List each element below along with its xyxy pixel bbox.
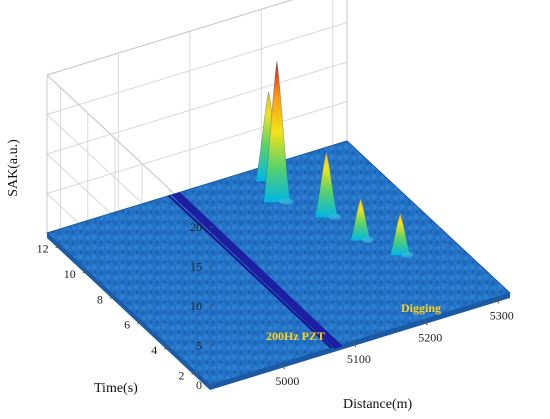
event-peak-4-base xyxy=(362,236,374,243)
event-peaks xyxy=(255,61,414,258)
event-peak-3 xyxy=(314,151,339,218)
x-tick-label: 5000 xyxy=(275,374,299,388)
x-axis-title: Distance(m) xyxy=(343,397,413,412)
y-tick-label: 10 xyxy=(64,267,76,281)
surface-plane xyxy=(46,140,511,386)
y-tick-label: 6 xyxy=(124,318,130,332)
z-tick-label: 0 xyxy=(196,378,202,392)
digging-annotation: Digging xyxy=(401,301,441,315)
z-axis-title: SAK(a.u.) xyxy=(6,139,21,197)
event-peak-3-base xyxy=(328,213,341,220)
surface-left-edge xyxy=(47,233,210,390)
trench-annotation: 200Hz PZT xyxy=(266,329,325,343)
x-tick-label: 5100 xyxy=(347,352,371,366)
y-tick-label: 12 xyxy=(37,242,49,256)
event-peak-5 xyxy=(389,212,411,256)
z-tick-label: 15 xyxy=(190,260,202,274)
surface-front-edge xyxy=(210,293,510,390)
event-peak-2-base xyxy=(278,198,294,205)
trench-channel xyxy=(171,192,343,349)
axis-ticks: 0 5 10 15 20 2 4 6 8 10 12 5000 5100 5200 5300 xyxy=(37,220,514,392)
z-tick-label: 20 xyxy=(190,220,202,234)
y-axis-title: Time(s) xyxy=(94,381,138,396)
event-peak-4 xyxy=(349,197,372,242)
y-tick-label: 4 xyxy=(151,343,157,357)
z-tick-label: 5 xyxy=(196,339,202,353)
event-peak-5-base xyxy=(401,251,414,258)
trench-wall xyxy=(168,194,332,349)
surface-base xyxy=(46,140,511,390)
event-peak-2 xyxy=(263,61,291,203)
x-tick-label: 5200 xyxy=(418,330,442,344)
y-tick-label: 8 xyxy=(97,292,103,306)
z-tick-label: 10 xyxy=(190,299,202,313)
y-tick-label: 2 xyxy=(178,368,184,382)
x-tick-label: 5300 xyxy=(490,308,514,322)
